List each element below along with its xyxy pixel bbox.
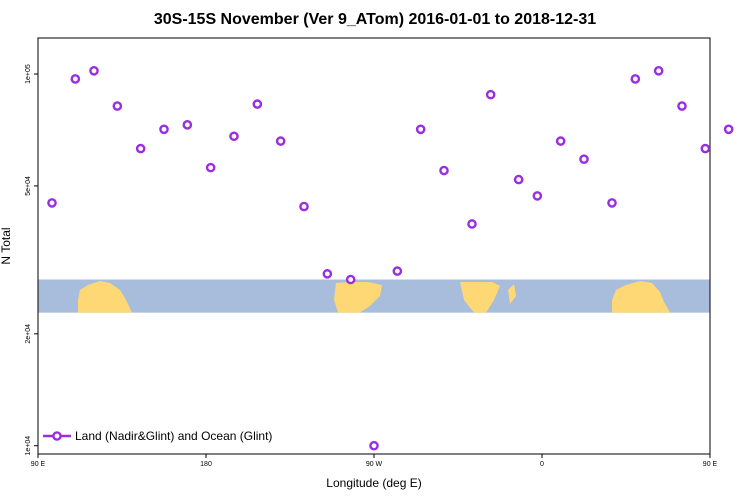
- data-point: [579, 154, 589, 164]
- data-point: [229, 131, 239, 142]
- data-point: [70, 74, 81, 84]
- land-africa: [460, 282, 500, 313]
- y-axis: 1e+04 2e+04 5e+04 1e+05: [25, 64, 38, 456]
- y-tick-label: 5e+04: [25, 176, 32, 196]
- legend-marker: [52, 431, 62, 441]
- data-point: [47, 198, 57, 208]
- x-axis-label: Longitude (deg E): [326, 476, 421, 490]
- plot-frame: [37, 37, 711, 455]
- data-point: [513, 174, 524, 185]
- data-point: [485, 89, 496, 100]
- data-point: [415, 124, 426, 135]
- data-point: [723, 124, 734, 135]
- land-australia-2: [612, 281, 670, 313]
- legend: Land (Nadir&Glint) and Ocean (Glint): [43, 429, 272, 443]
- data-point: [677, 101, 687, 111]
- y-axis-label: N Total: [0, 227, 13, 264]
- data-point: [467, 219, 477, 229]
- land-south-america: [334, 282, 382, 313]
- x-tick-label: 0: [540, 461, 544, 468]
- data-point: [555, 136, 566, 146]
- data-point: [275, 136, 286, 146]
- data-point: [439, 165, 449, 176]
- land-australia-1: [78, 281, 132, 313]
- x-tick-label: 90 E: [31, 461, 46, 468]
- x-axis: 90 E 180 90 W 0 90 E: [31, 454, 718, 468]
- x-tick-label: 180: [200, 461, 212, 468]
- data-point: [369, 440, 379, 451]
- data-points: [47, 66, 734, 451]
- data-point: [182, 120, 193, 130]
- x-tick-label: 90 W: [366, 461, 383, 468]
- data-point: [135, 143, 146, 154]
- y-tick-label: 2e+04: [25, 324, 32, 344]
- data-point: [392, 266, 403, 276]
- chart-title: 30S-15S November (Ver 9_ATom) 2016-01-01…: [154, 11, 596, 28]
- background-map-band: [38, 279, 710, 313]
- data-point: [532, 191, 543, 201]
- data-point: [345, 274, 356, 285]
- legend-label: Land (Nadir&Glint) and Ocean (Glint): [75, 429, 272, 443]
- data-point: [89, 66, 99, 76]
- data-point: [159, 124, 169, 135]
- data-point: [630, 74, 641, 84]
- data-point: [322, 269, 333, 279]
- y-tick-label: 1e+05: [25, 64, 32, 84]
- data-point: [299, 201, 309, 212]
- data-point: [112, 101, 123, 111]
- y-tick-label: 1e+04: [25, 436, 32, 456]
- data-point: [653, 66, 664, 76]
- data-point: [205, 162, 216, 173]
- data-point: [700, 143, 711, 154]
- data-point: [252, 99, 263, 109]
- x-tick-label: 90 E: [703, 461, 718, 468]
- land-madagascar: [508, 284, 516, 304]
- data-point: [607, 198, 617, 208]
